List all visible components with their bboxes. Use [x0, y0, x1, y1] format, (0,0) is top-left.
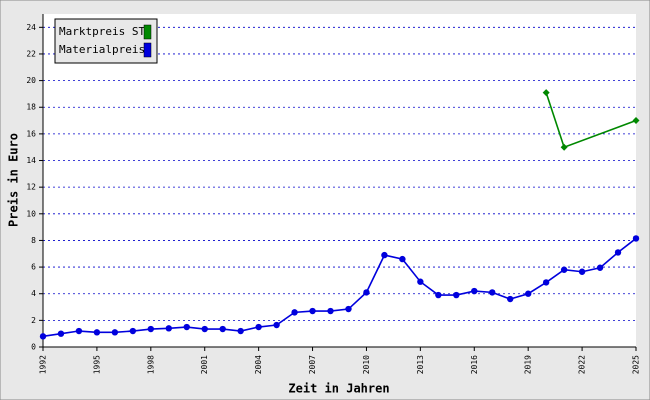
point — [327, 307, 334, 315]
point — [560, 143, 568, 151]
x-tick-label: 2025 — [632, 355, 641, 374]
point — [273, 321, 280, 329]
x-tick-label: 2001 — [200, 355, 209, 374]
x-tick-label: 2010 — [362, 355, 371, 374]
point — [435, 291, 442, 299]
y-tick-label: 12 — [26, 183, 36, 192]
x-tick-label: 1998 — [146, 355, 155, 374]
point — [596, 264, 604, 271]
y-tick-label: 16 — [26, 129, 36, 138]
point — [417, 278, 424, 285]
point — [183, 323, 190, 331]
y-tick-label: 6 — [31, 263, 36, 272]
legend-swatch — [143, 42, 152, 58]
point — [345, 305, 352, 313]
point — [93, 329, 101, 336]
point — [201, 325, 208, 333]
x-tick-label: 1995 — [92, 355, 101, 374]
y-tick-label: 18 — [26, 103, 36, 112]
x-tick-label: 2019 — [524, 355, 533, 374]
y-tick-label: 0 — [31, 343, 36, 352]
point — [309, 307, 316, 315]
y-tick-label: 24 — [26, 23, 36, 32]
point — [39, 333, 47, 340]
legend-box — [54, 18, 158, 64]
point — [632, 117, 640, 125]
x-tick-label: 2022 — [578, 355, 587, 374]
x-tick-label: 1992 — [39, 355, 48, 374]
point — [291, 309, 298, 316]
point — [507, 295, 514, 303]
point — [381, 251, 388, 259]
point — [560, 266, 568, 273]
y-tick-label: 10 — [26, 209, 36, 218]
point — [524, 290, 532, 297]
y-tick-label: 14 — [26, 156, 36, 165]
point — [129, 327, 137, 335]
x-tick-label: 2016 — [470, 355, 479, 374]
x-axis-label: Zeit in Jahren — [288, 382, 389, 396]
point — [614, 249, 622, 256]
legend-label: Marktpreis ST — [59, 25, 145, 38]
point — [165, 325, 172, 332]
point — [542, 279, 550, 286]
point — [219, 325, 226, 333]
y-tick-label: 8 — [31, 236, 36, 245]
point — [578, 268, 586, 275]
y-tick-label: 20 — [26, 76, 36, 85]
x-tick-label: 2013 — [416, 355, 425, 374]
point — [489, 289, 496, 296]
point — [632, 235, 640, 242]
series-line — [42, 237, 637, 338]
point — [111, 329, 119, 336]
point — [363, 289, 370, 296]
y-tick-label: 2 — [31, 316, 36, 325]
point — [255, 323, 262, 331]
point — [75, 327, 83, 335]
legend-label: Materialpreis — [59, 43, 145, 56]
y-tick-label: 4 — [31, 289, 36, 298]
x-tick-label: 2004 — [254, 355, 263, 374]
point — [237, 327, 244, 335]
y-axis-label: Preis in Euro — [7, 133, 21, 227]
point — [147, 325, 155, 333]
plot-area — [43, 14, 636, 347]
x-tick-label: 2007 — [308, 355, 317, 374]
point — [471, 287, 478, 295]
legend-swatch — [143, 24, 152, 40]
point — [399, 255, 406, 263]
point — [542, 89, 550, 97]
point — [57, 330, 65, 337]
point — [453, 291, 460, 299]
y-tick-label: 22 — [26, 49, 36, 58]
